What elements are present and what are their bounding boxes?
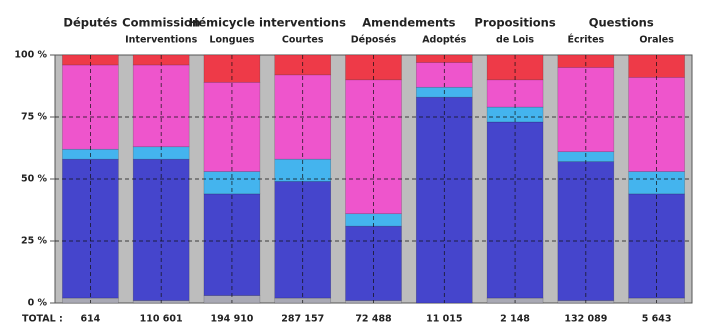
column-label: de Lois <box>496 35 534 46</box>
bar-segment <box>557 67 615 153</box>
total-value: 132 089 <box>564 314 607 325</box>
group-label: Hémicycle interventions <box>189 16 346 30</box>
y-tick-label: 50 % <box>21 174 48 185</box>
group-label: Amendements <box>362 16 455 30</box>
column-label: Interventions <box>125 35 197 46</box>
column-label: Longues <box>209 35 254 46</box>
total-value: 11 015 <box>426 314 462 325</box>
group-label: Propositions <box>474 16 555 30</box>
total-value: 614 <box>80 314 100 325</box>
y-tick-label: 25 % <box>21 236 48 247</box>
bar-segment <box>62 158 119 299</box>
total-value: 287 157 <box>281 314 324 325</box>
column-label: Déposés <box>351 35 397 46</box>
column-label: Adoptés <box>422 35 466 46</box>
group-label: Commission <box>122 16 200 30</box>
column-label: Écrites <box>567 34 604 46</box>
total-value: 2 148 <box>500 314 530 325</box>
total-value: 194 910 <box>210 314 253 325</box>
group-label: Questions <box>589 16 654 30</box>
y-tick-label: 100 % <box>14 50 47 61</box>
column-label: Orales <box>639 35 674 46</box>
y-tick-label: 75 % <box>21 112 48 123</box>
column-label: Courtes <box>282 35 324 46</box>
y-tick-label: 0 % <box>28 298 48 309</box>
total-value: 5 643 <box>642 314 672 325</box>
totals-label: TOTAL : <box>22 314 63 325</box>
total-value: 72 488 <box>355 314 392 325</box>
bar-segment <box>345 54 402 81</box>
group-label: Députés <box>63 16 117 30</box>
total-value: 110 601 <box>140 314 183 325</box>
